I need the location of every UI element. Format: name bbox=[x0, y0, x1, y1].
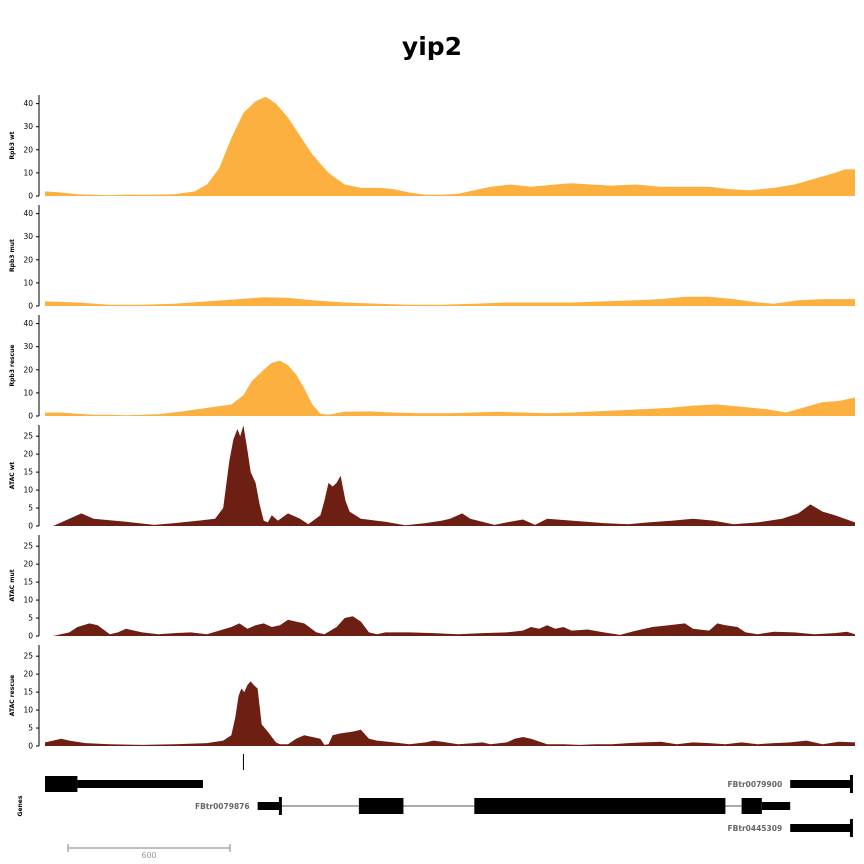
track-label: ATAC rescue bbox=[9, 675, 16, 716]
y-tick-label: 40 bbox=[23, 319, 33, 328]
transcript-fbtr0079876: FBtr0079876 bbox=[195, 797, 791, 815]
signal-area bbox=[45, 360, 855, 416]
strand-end bbox=[849, 819, 853, 837]
transcript-fbtr0079900: FBtr0079900 bbox=[728, 775, 853, 793]
y-tick-label: 10 bbox=[23, 278, 33, 287]
y-tick-label: 30 bbox=[23, 122, 33, 131]
transcript-label: FBtr0079900 bbox=[728, 780, 783, 789]
y-tick-label: 0 bbox=[28, 412, 33, 421]
signal-area bbox=[45, 96, 855, 196]
track-atac-wt: 0 5 10 15 20 25 ATAC wt bbox=[9, 425, 855, 531]
y-tick-label: 15 bbox=[23, 688, 33, 697]
y-tick-label: 25 bbox=[23, 652, 33, 661]
y-tick-label: 5 bbox=[28, 614, 33, 623]
y-tick-label: 20 bbox=[23, 450, 33, 459]
exon bbox=[45, 776, 78, 792]
exon bbox=[257, 802, 280, 810]
y-tick-label: 0 bbox=[28, 742, 33, 751]
signal-area bbox=[45, 425, 855, 526]
transcript-label: FBtr0079876 bbox=[195, 802, 250, 811]
transcript-fbtr0445309: FBtr0445309 bbox=[728, 819, 853, 837]
exon bbox=[358, 798, 404, 814]
y-tick-label: 0 bbox=[28, 302, 33, 311]
track-label: ATAC wt bbox=[9, 462, 16, 489]
y-tick-label: 20 bbox=[23, 560, 33, 569]
y-tick-label: 30 bbox=[23, 342, 33, 351]
track-atac-rescue: 0 5 10 15 20 25 ATAC rescue bbox=[9, 645, 855, 751]
strand-end bbox=[849, 775, 853, 793]
track-rpb3-wt: 0 10 20 30 40 Rpb3 wt bbox=[9, 95, 855, 201]
y-tick-label: 25 bbox=[23, 432, 33, 441]
exon bbox=[474, 798, 726, 814]
signal-area bbox=[45, 296, 855, 306]
y-tick-label: 5 bbox=[28, 504, 33, 513]
genes-track: Genes FBtr0079900 FBtr0079876 FBtr0445309 bbox=[17, 775, 853, 837]
exon bbox=[790, 780, 851, 788]
y-tick-label: 20 bbox=[23, 255, 33, 264]
transcript-unnamed bbox=[45, 776, 203, 792]
track-atac-mut: 0 5 10 15 20 25 ATAC mut bbox=[9, 535, 855, 641]
y-tick-label: 40 bbox=[23, 99, 33, 108]
y-tick-label: 10 bbox=[23, 388, 33, 397]
signal-area bbox=[45, 616, 855, 636]
exon bbox=[790, 824, 851, 832]
y-tick-label: 0 bbox=[28, 632, 33, 641]
strand-end bbox=[278, 797, 282, 815]
y-tick-label: 0 bbox=[28, 192, 33, 201]
track-label: Rpb3 wt bbox=[9, 131, 16, 159]
track-label: ATAC mut bbox=[9, 569, 16, 601]
y-tick-label: 25 bbox=[23, 542, 33, 551]
track-rpb3-rescue: 0 10 20 30 40 Rpb3 rescue bbox=[9, 315, 855, 421]
track-rpb3-mut: 0 10 20 30 40 Rpb3 mut bbox=[9, 205, 855, 311]
exon bbox=[761, 802, 791, 810]
y-tick-label: 15 bbox=[23, 578, 33, 587]
y-tick-label: 30 bbox=[23, 232, 33, 241]
y-tick-label: 5 bbox=[28, 724, 33, 733]
genes-label: Genes bbox=[17, 795, 24, 816]
scale-bar-label: 600 bbox=[141, 851, 156, 860]
y-tick-label: 10 bbox=[23, 486, 33, 495]
scale-bar: 600 bbox=[67, 844, 231, 860]
track-label: Rpb3 mut bbox=[9, 239, 16, 272]
y-tick-label: 10 bbox=[23, 168, 33, 177]
y-tick-label: 40 bbox=[23, 209, 33, 218]
y-tick-label: 10 bbox=[23, 596, 33, 605]
track-label: Rpb3 rescue bbox=[9, 345, 16, 387]
y-tick-label: 15 bbox=[23, 468, 33, 477]
transcript-label: FBtr0445309 bbox=[728, 824, 783, 833]
y-tick-label: 20 bbox=[23, 365, 33, 374]
y-tick-label: 10 bbox=[23, 706, 33, 715]
exon bbox=[77, 780, 203, 788]
chart-title: yip2 bbox=[401, 32, 463, 61]
signal-area bbox=[45, 681, 855, 746]
exon bbox=[741, 798, 762, 814]
y-tick-label: 20 bbox=[23, 145, 33, 154]
y-tick-label: 20 bbox=[23, 670, 33, 679]
y-tick-label: 0 bbox=[28, 522, 33, 531]
